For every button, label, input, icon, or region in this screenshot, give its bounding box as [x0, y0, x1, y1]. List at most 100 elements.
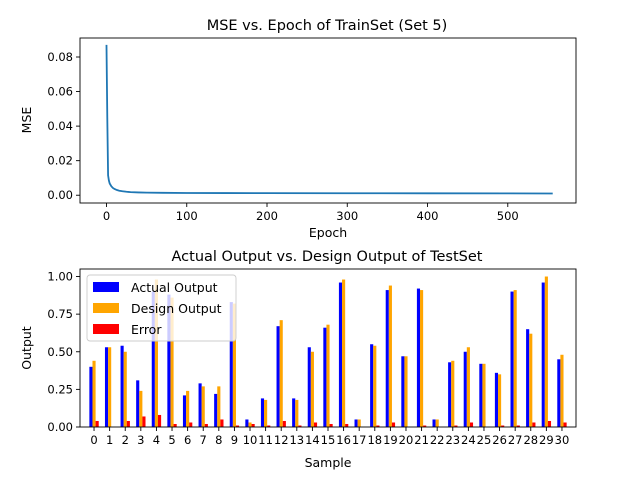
legend-label-error: Error — [131, 322, 162, 337]
actual-bar — [494, 372, 499, 427]
actual-bar — [416, 288, 421, 427]
error-bar — [189, 422, 193, 427]
actual-bar — [151, 291, 155, 427]
design-bar — [201, 386, 205, 427]
design-bar — [186, 390, 190, 427]
actual-bar — [120, 345, 124, 427]
legend-swatch-design — [93, 303, 119, 313]
output-xtick-label: 14 — [305, 433, 320, 447]
actual-bar — [401, 356, 405, 427]
error-bar — [454, 425, 458, 427]
mse-xtick-label: 400 — [417, 209, 439, 223]
error-bar — [235, 425, 240, 427]
actual-bar — [385, 290, 389, 427]
output-xtick-label: 1 — [106, 433, 113, 447]
actual-bar — [323, 327, 327, 427]
legend-label-actual: Actual Output — [131, 280, 218, 295]
actual-bar — [541, 282, 545, 427]
error-bar — [142, 416, 146, 427]
actual-bar — [214, 393, 218, 427]
output-xtick-label: 26 — [492, 433, 507, 447]
design-bar — [295, 399, 299, 427]
error-bar — [313, 422, 318, 427]
error-bar — [126, 420, 130, 427]
output-chart-ylabel: Output — [19, 326, 34, 370]
actual-bar — [307, 347, 311, 427]
output-xtick-label: 13 — [289, 433, 304, 447]
error-bar — [157, 414, 162, 427]
actual-bar — [229, 302, 233, 427]
output-ytick-label: 0.75 — [47, 307, 73, 321]
design-bar — [279, 320, 283, 427]
mse-series-line — [105, 44, 553, 195]
output-xtick-label: 19 — [383, 433, 398, 447]
output-xtick-label: 29 — [539, 433, 554, 447]
output-xtick-label: 6 — [184, 433, 191, 447]
output-xtick-label: 22 — [430, 433, 445, 447]
error-bar — [516, 425, 520, 427]
legend-box — [86, 274, 237, 342]
output-xtick-label: 11 — [258, 433, 273, 447]
actual-bar — [104, 347, 109, 427]
error-bar — [469, 422, 474, 427]
actual-bar — [260, 398, 265, 427]
legend-swatch-actual — [93, 282, 119, 292]
error-bar — [345, 423, 349, 427]
design-bar — [513, 290, 517, 427]
output-ytick-label: 0.50 — [47, 345, 73, 359]
mse-ytick-label: 0.08 — [47, 50, 73, 64]
output-chart-bars — [89, 276, 567, 427]
actual-bar — [89, 366, 93, 427]
actual-bar — [510, 291, 514, 427]
legend-swatch-error — [93, 324, 119, 334]
design-bar — [529, 333, 533, 427]
error-bar — [204, 423, 208, 427]
mse-chart-title: MSE vs. Epoch of TrainSet (Set 5) — [207, 18, 448, 34]
design-bar — [498, 374, 502, 427]
design-bar — [544, 276, 548, 427]
design-bar — [232, 303, 236, 427]
actual-bar — [292, 398, 296, 427]
output-xtick-label: 8 — [215, 433, 222, 447]
output-chart: Actual Output vs. Design Output of TestS… — [19, 249, 577, 470]
actual-bar — [354, 419, 358, 427]
actual-bar — [198, 383, 202, 427]
error-bar — [376, 425, 380, 427]
actual-bar — [136, 380, 140, 427]
design-bar — [420, 290, 424, 427]
actual-bar — [370, 344, 374, 427]
actual-bar — [448, 362, 452, 427]
error-bar — [547, 420, 552, 427]
output-xtick-label: 5 — [168, 433, 175, 447]
output-xtick-label: 23 — [445, 433, 460, 447]
mse-ytick-label: 0.02 — [47, 154, 73, 168]
output-chart-title: Actual Output vs. Design Output of TestS… — [172, 249, 483, 265]
design-bar — [123, 351, 127, 427]
error-bar — [501, 425, 505, 427]
output-xtick-label: 10 — [243, 433, 258, 447]
output-chart-frame — [79, 268, 577, 428]
output-xtick-label: 16 — [336, 433, 351, 447]
actual-bar — [526, 329, 530, 427]
output-xtick-label: 3 — [137, 433, 144, 447]
design-bar — [342, 279, 346, 427]
mse-ytick-label: 0.06 — [47, 85, 73, 99]
actual-bar — [479, 363, 483, 427]
actual-bar — [167, 294, 171, 427]
output-ytick-label: 1.00 — [47, 270, 73, 284]
mse-chart: MSE vs. Epoch of TrainSet (Set 5) 0 100 20… — [19, 18, 577, 240]
output-xtick-label: 2 — [122, 433, 129, 447]
legend: Actual Output Design Output Error — [86, 274, 237, 342]
design-bar — [326, 324, 330, 427]
design-bar — [482, 363, 486, 427]
mse-chart-xlabel: Epoch — [309, 225, 347, 240]
design-bar — [264, 399, 268, 427]
output-ytick-label: 0.00 — [47, 420, 73, 434]
mse-xtick-label: 500 — [497, 209, 519, 223]
actual-bar — [245, 419, 249, 427]
design-bar — [435, 419, 439, 427]
output-ytick-label: 0.25 — [47, 382, 73, 396]
actual-bar — [463, 351, 467, 427]
legend-label-design: Design Output — [131, 301, 222, 316]
design-bar — [139, 390, 143, 427]
